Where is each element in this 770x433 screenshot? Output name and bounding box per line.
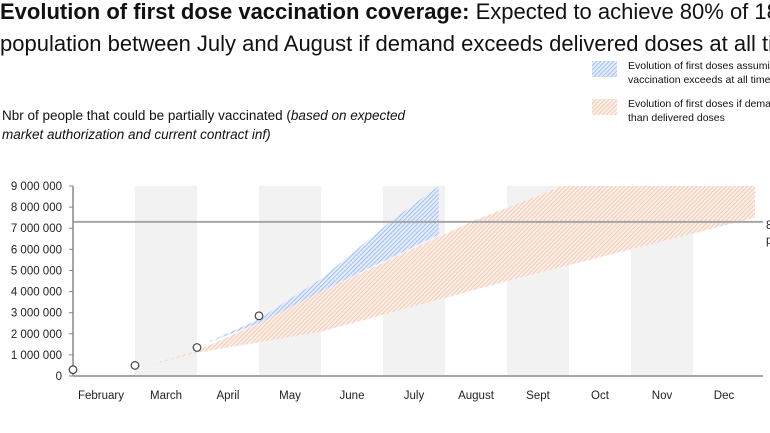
x-tick-label: August [458, 390, 495, 402]
y-tick-label: 1 000 000 [11, 350, 62, 362]
shaded-month-march [135, 186, 197, 376]
series-area-conservative [147, 186, 755, 366]
x-tick-label: Dec [714, 390, 735, 402]
x-tick-label: Sept [526, 390, 550, 402]
actual-data-point [254, 311, 264, 321]
x-tick-label: June [340, 390, 365, 402]
chart-subtitle: Nbr of people that could be partially va… [2, 106, 432, 144]
legend-text: vaccination exceeds at all time [628, 74, 770, 86]
x-tick-label: Oct [591, 390, 610, 402]
x-tick-label: July [404, 390, 425, 402]
x-tick-label: February [78, 390, 124, 402]
y-tick-label: 8 000 000 [11, 202, 62, 214]
x-tick-label: April [216, 390, 239, 402]
series-area-optimistic [203, 186, 439, 345]
target-label-line2: p [766, 235, 770, 247]
subtitle-italic: based on expected market authorization a… [2, 108, 406, 142]
actual-data-point [68, 365, 78, 375]
shaded-month-july [383, 186, 445, 376]
shaded-month-may [259, 186, 321, 376]
legend-text: Evolution of first doses if dema [628, 98, 770, 110]
target-label-line1: 8 [766, 220, 770, 232]
shaded-month-nov [631, 186, 693, 376]
legend-text: Evolution of first doses assumi [628, 60, 770, 72]
y-tick-label: 3 000 000 [11, 308, 62, 320]
title-line2: population between July and August if de… [0, 31, 770, 56]
legend-swatch-blue [592, 61, 617, 77]
title-bold: Evolution of first dose vaccination cove… [0, 0, 470, 24]
legend-text: than delivered doses [628, 112, 725, 124]
y-tick-label: 5 000 000 [11, 265, 62, 277]
subtitle-plain: Nbr of people that could be partially va… [2, 108, 291, 123]
legend-item-conservative: Evolution of first doses if dema than del… [592, 97, 770, 129]
y-tick-label: 6 000 000 [11, 244, 62, 256]
actual-data-point [192, 343, 202, 352]
title-rest: Expected to achieve 80% of 18+ [475, 0, 770, 24]
y-tick-label: 7 000 000 [11, 223, 62, 235]
legend-swatch-orange [592, 99, 617, 115]
x-tick-label: Nov [652, 390, 673, 402]
actual-data-point [130, 361, 140, 370]
y-tick-label: 2 000 000 [11, 329, 62, 341]
y-tick-label: 0 [56, 371, 62, 383]
y-tick-label: 4 000 000 [11, 287, 62, 299]
page-title: Evolution of first dose vaccination cove… [0, 0, 770, 60]
x-tick-label: March [150, 390, 182, 402]
legend-item-optimistic: Evolution of first doses assumi vaccinati… [592, 59, 770, 91]
y-tick-label: 9 000 000 [11, 181, 62, 193]
x-tick-label: May [279, 390, 301, 402]
shaded-month-sept [507, 186, 569, 376]
